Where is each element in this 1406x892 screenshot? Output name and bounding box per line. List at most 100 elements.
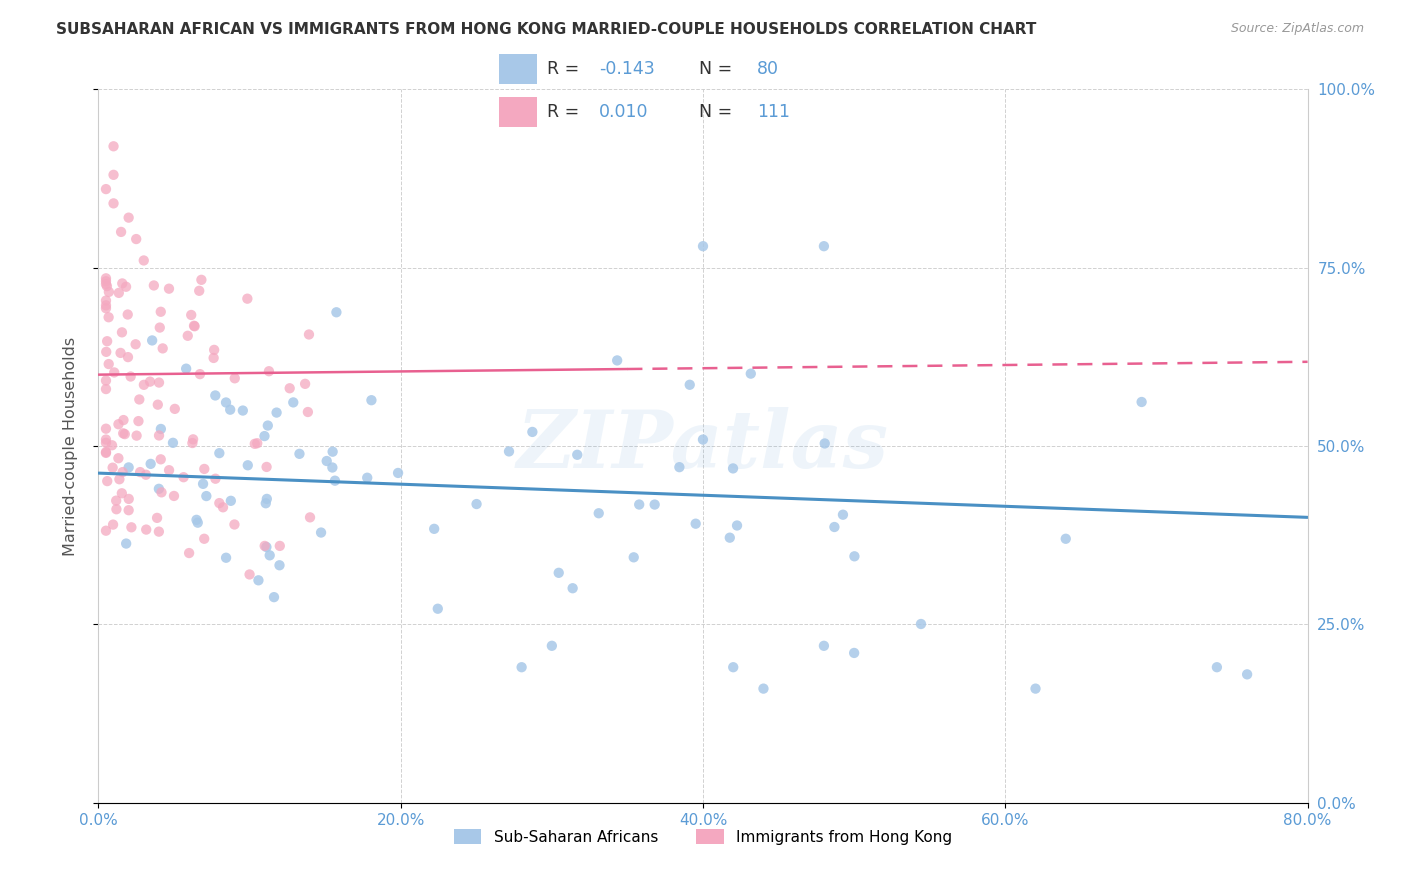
Point (94, 435, 117, 450)
Point (157, 282, 180, 296)
Point (752, 681, 775, 696)
Point (188, 367, 211, 381)
Point (103, 366, 125, 380)
Point (118, 491, 141, 506)
Point (94, 382, 117, 396)
Text: 80: 80 (758, 60, 779, 78)
Point (256, 418, 278, 433)
Point (692, 239, 714, 253)
Point (118, 211, 141, 225)
Point (253, 429, 276, 443)
Point (139, 375, 162, 389)
Bar (499, 54, 537, 84)
Point (315, 454, 337, 468)
Point (148, 428, 170, 442)
Point (96, 334, 118, 349)
Point (644, 498, 666, 512)
Point (187, 516, 209, 530)
Point (540, 639, 562, 653)
Point (177, 328, 200, 343)
Point (278, 381, 301, 395)
Point (387, 466, 409, 480)
Point (297, 405, 319, 419)
Point (94, 374, 117, 388)
Point (181, 433, 204, 447)
Point (253, 539, 276, 553)
Point (181, 436, 204, 450)
Point (108, 285, 131, 300)
Point (101, 517, 124, 532)
Point (239, 567, 262, 582)
Point (263, 590, 285, 604)
Point (111, 277, 134, 291)
Point (814, 436, 837, 450)
Point (236, 292, 259, 306)
Point (96, 474, 118, 488)
Point (219, 493, 242, 508)
Point (224, 517, 246, 532)
Point (567, 448, 589, 462)
Text: ZIPatlas: ZIPatlas (517, 408, 889, 484)
Point (163, 489, 186, 503)
Point (193, 462, 215, 476)
Point (685, 516, 707, 531)
Point (94, 298, 117, 312)
Point (236, 458, 259, 473)
Point (219, 402, 242, 417)
Point (105, 502, 128, 516)
Point (149, 320, 172, 334)
Point (124, 337, 146, 351)
Point (208, 496, 231, 510)
Point (823, 520, 845, 534)
Point (832, 508, 855, 522)
Point (111, 465, 134, 479)
Point (110, 225, 132, 239)
Point (224, 371, 246, 385)
Point (135, 467, 157, 482)
Point (152, 342, 174, 356)
Point (149, 305, 172, 319)
Point (132, 253, 155, 268)
Point (298, 327, 321, 342)
Point (195, 489, 218, 503)
Point (356, 471, 378, 485)
Point (718, 531, 741, 545)
Point (135, 523, 157, 537)
Point (94, 293, 117, 308)
Point (193, 532, 215, 546)
Point (309, 525, 332, 540)
Text: SUBSAHARAN AFRICAN VS IMMIGRANTS FROM HONG KONG MARRIED-COUPLE HOUSEHOLDS CORREL: SUBSAHARAN AFRICAN VS IMMIGRANTS FROM HO… (56, 22, 1036, 37)
Point (202, 343, 225, 357)
Point (588, 506, 610, 520)
Point (101, 438, 124, 452)
Point (94, 301, 117, 316)
Point (94, 274, 117, 288)
Point (94, 422, 117, 436)
Point (1130, 395, 1153, 409)
Point (910, 617, 932, 632)
Point (721, 461, 744, 475)
Point (426, 601, 449, 615)
Point (204, 388, 226, 402)
Point (94, 271, 117, 285)
Text: N =: N = (699, 60, 733, 78)
Point (522, 425, 544, 439)
Point (360, 393, 382, 408)
Point (157, 463, 180, 477)
Y-axis label: Married-couple Households: Married-couple Households (63, 336, 77, 556)
Point (94, 277, 117, 291)
Point (668, 460, 690, 475)
Point (149, 422, 172, 436)
Point (128, 392, 150, 407)
Point (623, 550, 645, 565)
Point (243, 437, 266, 451)
Point (1206, 660, 1229, 674)
Point (256, 459, 278, 474)
Point (180, 308, 202, 322)
Point (606, 353, 628, 368)
Point (232, 403, 254, 417)
Point (813, 239, 835, 253)
Point (183, 319, 205, 334)
Point (148, 524, 170, 539)
Point (108, 472, 131, 486)
